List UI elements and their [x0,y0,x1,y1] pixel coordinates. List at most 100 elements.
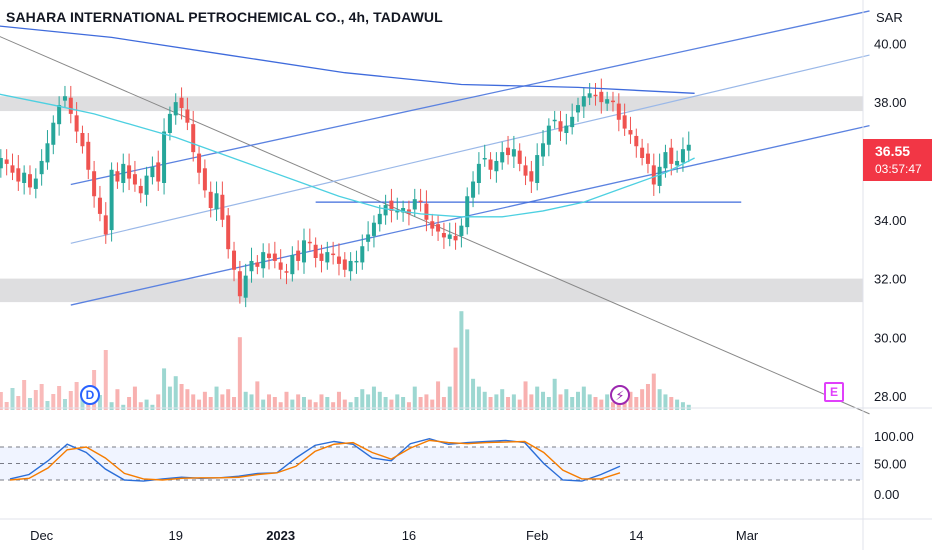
candle-body [453,235,458,241]
candle-body [576,105,580,113]
volume-bar [80,397,85,410]
volume-bar [74,382,79,410]
volume-bar [267,394,272,410]
volume-bar [307,399,312,410]
volume-bar [476,386,481,410]
volume-bar [371,386,376,410]
volume-bar [167,386,172,410]
candle-body [51,122,56,145]
volume-bar [634,397,639,410]
candle-body [138,185,143,194]
candle-body [249,260,254,272]
candle-body [103,215,108,235]
ma-slow-line [0,25,695,94]
volume-bar [576,391,580,410]
candle-body [208,191,213,208]
dividend-badge[interactable]: D [80,385,100,405]
candle-body [62,96,67,101]
volume-bar [535,386,540,410]
volume-bar [144,399,149,410]
volume-bar [121,404,126,410]
candle-body [121,163,126,183]
candle-body [430,221,435,229]
candle-body [366,234,371,242]
volume-bar [342,399,347,410]
candle-body [0,158,3,169]
candle-body [651,165,656,185]
volume-bar [232,397,237,410]
candle-body [634,135,639,147]
volume-bar [651,373,656,410]
volume-bar [331,402,336,410]
horizontal-zones [0,96,863,303]
candle-body [447,234,452,239]
volume-bar [389,399,394,410]
candle-body [109,169,114,231]
candle-body [86,141,91,170]
volume-bar [162,368,167,410]
candle-body [27,174,32,188]
split-badge[interactable]: ⚡ [610,385,630,405]
volume-bar [261,399,266,410]
candle-body [354,260,359,263]
resistance-zone [0,96,863,112]
volume-bar [57,386,62,410]
volume-bar [529,394,534,410]
candle-body [622,115,627,129]
candle-body [162,131,167,183]
volume-bar [628,391,633,410]
candle-body [494,160,499,172]
volume-bar [16,396,21,410]
volume-bar [541,391,546,410]
volume-bar [272,397,277,410]
volume-bar [336,391,341,410]
candle-body [296,250,301,261]
volume-bar [348,402,353,410]
volume-bar [296,394,301,410]
volume-bar [255,381,260,410]
time-tick-label: Dec [30,528,54,543]
volume-bar [680,402,685,410]
volume-bar [197,399,202,410]
candle-body [657,166,662,186]
volume-bar [395,394,400,410]
volume-bar [45,401,50,410]
volume-bar [558,394,563,410]
candle-body [506,147,511,156]
candle-body [220,194,225,220]
resistance-zone [0,278,863,303]
volume-bar [546,397,551,410]
candle-body [197,153,202,173]
earnings-badge[interactable]: E [824,382,844,402]
volume-bar [39,384,44,410]
candle-body [546,125,551,145]
volume-bar [51,394,56,410]
candle-body [232,250,237,270]
volume-bar [552,378,557,410]
stoch-tick-label: 50.00 [874,457,907,472]
volume-bar [185,389,190,410]
candle-body [226,215,231,250]
candle-body [640,147,645,158]
candle-body [255,262,260,267]
candle-body [511,149,516,157]
volume-bar [436,381,441,410]
volume-bar [511,394,516,410]
candle-body [45,143,50,163]
volume-bar [587,394,592,410]
candle-body [127,165,132,179]
candle-body [156,162,161,182]
volume-bar [22,380,27,410]
trend-lines [0,10,870,415]
candle-body [663,152,668,169]
volume-bar [657,389,662,410]
volume-bar [599,399,604,410]
volume-bar [406,402,411,410]
candle-body [680,149,685,163]
volume-bar [237,337,242,410]
volume-bar [4,402,9,410]
volume-bar [424,394,429,410]
candle-body [80,133,85,147]
candle-body [529,171,534,182]
